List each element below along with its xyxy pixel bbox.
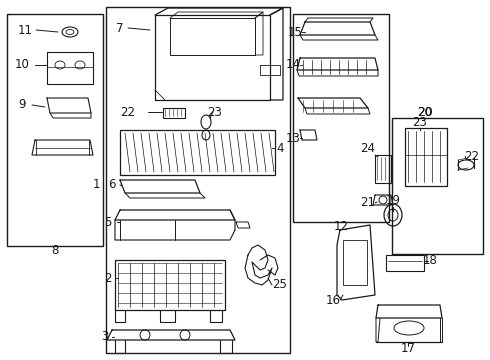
- Text: 5: 5: [104, 216, 112, 229]
- Text: 4: 4: [276, 141, 284, 154]
- Bar: [386, 255, 424, 271]
- Text: 21: 21: [361, 197, 375, 210]
- Text: 13: 13: [286, 131, 300, 144]
- Bar: [120, 130, 275, 175]
- Text: 7: 7: [116, 22, 124, 35]
- Text: 12: 12: [334, 220, 348, 233]
- Bar: [7, 14, 103, 246]
- Bar: [106, 7, 290, 353]
- Text: 20: 20: [417, 107, 433, 120]
- Bar: [405, 128, 447, 186]
- Text: 24: 24: [361, 141, 375, 154]
- Text: 22: 22: [465, 149, 480, 162]
- Text: 19: 19: [386, 194, 400, 207]
- Text: 22: 22: [121, 105, 136, 118]
- Bar: [293, 14, 389, 222]
- Text: 20: 20: [417, 107, 433, 120]
- Text: 15: 15: [288, 26, 302, 39]
- Bar: [392, 118, 483, 254]
- Bar: [47, 52, 93, 84]
- Text: 1: 1: [93, 179, 100, 192]
- Text: 6: 6: [108, 179, 116, 192]
- Text: 2: 2: [104, 271, 112, 284]
- Text: 16: 16: [325, 293, 341, 306]
- Text: 17: 17: [400, 342, 416, 356]
- Text: 3: 3: [101, 330, 109, 343]
- Text: 25: 25: [272, 279, 288, 292]
- Text: 23: 23: [413, 117, 427, 130]
- Bar: [115, 260, 225, 310]
- Text: 14: 14: [286, 58, 300, 72]
- Text: 9: 9: [18, 99, 26, 112]
- Text: 8: 8: [51, 243, 59, 256]
- Text: 10: 10: [15, 58, 29, 72]
- Bar: [375, 155, 391, 183]
- Text: 18: 18: [422, 255, 438, 267]
- Bar: [343, 240, 367, 285]
- Text: 23: 23: [208, 105, 222, 118]
- Bar: [163, 108, 185, 118]
- Text: 11: 11: [18, 23, 32, 36]
